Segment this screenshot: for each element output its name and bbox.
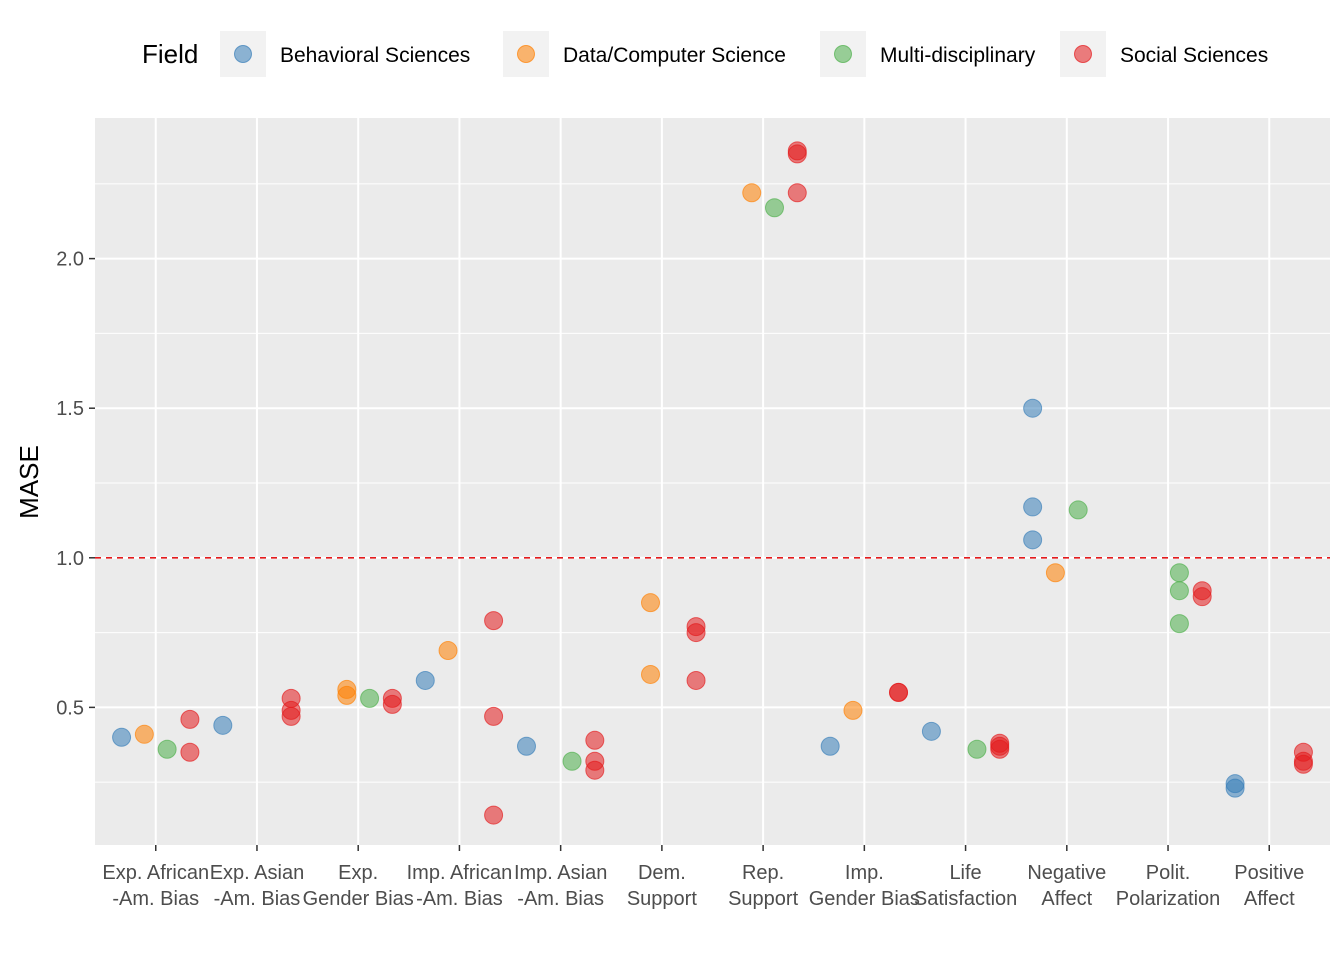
data-point (585, 760, 605, 780)
x-tick-label: Polit. (1146, 862, 1190, 884)
data-point (281, 706, 301, 726)
data-point (1023, 497, 1043, 517)
data-point (180, 709, 200, 729)
data-point (415, 670, 435, 690)
data-point (1169, 614, 1189, 634)
data-point (640, 593, 660, 613)
x-tick-label: Imp. (845, 862, 884, 884)
data-point (742, 183, 762, 203)
legend-items: Behavioral Sciences Data/Computer Science… (220, 31, 1268, 77)
legend-marker (517, 45, 535, 63)
data-point (180, 742, 200, 762)
y-tick-label: 0.5 (56, 697, 84, 719)
data-point (1293, 754, 1313, 774)
legend-title: Field (142, 39, 198, 69)
legend-label: Data/Computer Science (563, 44, 786, 67)
legend-marker (234, 45, 252, 63)
x-tick-label: Dem. (638, 862, 686, 884)
x-tick-label: Life (949, 862, 981, 884)
x-tick-label: Affect (1041, 888, 1092, 910)
data-point (843, 700, 863, 720)
data-point (1068, 500, 1088, 520)
data-point (787, 144, 807, 164)
x-tick-label: Positive (1234, 862, 1304, 884)
data-point (1192, 587, 1212, 607)
data-point (787, 183, 807, 203)
data-point (1225, 778, 1245, 798)
legend-label: Social Sciences (1120, 44, 1268, 67)
x-tick-label: Satisfaction (914, 888, 1017, 910)
x-tick-label: Support (627, 888, 697, 910)
x-tick-label: Gender Bias (809, 888, 920, 910)
data-point (889, 682, 909, 702)
y-tick-label: 2.0 (56, 249, 84, 271)
x-tick-label: Polarization (1116, 888, 1221, 910)
data-point (1023, 398, 1043, 418)
grid-major (95, 118, 1330, 845)
data-point (1023, 530, 1043, 550)
y-axis: 0.5 1.0 1.5 2.0 (56, 249, 95, 719)
x-tick-label: Exp. (338, 862, 378, 884)
data-point (562, 751, 582, 771)
data-point (484, 805, 504, 825)
data-point (484, 611, 504, 631)
data-point (213, 715, 233, 735)
x-tick-label: Exp. Asian (210, 862, 305, 884)
data-point (686, 670, 706, 690)
data-point (382, 694, 402, 714)
y-tick-label: 1.5 (56, 398, 84, 420)
x-tick-label: Negative (1027, 862, 1106, 884)
legend-marker (1074, 45, 1092, 63)
x-tick-label: -Am. Bias (112, 888, 199, 910)
data-point (112, 727, 132, 747)
legend-label: Multi-disciplinary (880, 44, 1036, 67)
data-point (765, 198, 785, 218)
data-point (686, 623, 706, 643)
plot-panel (95, 118, 1330, 845)
x-tick-label: Affect (1244, 888, 1295, 910)
x-tick-label: Imp. African (407, 862, 513, 884)
x-tick-label: -Am. Bias (517, 888, 604, 910)
data-point (1169, 563, 1189, 583)
data-points (112, 141, 1313, 825)
data-point (990, 739, 1010, 759)
data-point (438, 641, 458, 661)
x-tick-label: Imp. Asian (514, 862, 607, 884)
x-tick-label: Rep. (742, 862, 784, 884)
legend-marker (834, 45, 852, 63)
grid-minor (95, 183, 1330, 783)
x-tick-label: Gender Bias (303, 888, 414, 910)
y-tick-label: 1.0 (56, 548, 84, 570)
data-point (585, 730, 605, 750)
data-point (360, 688, 380, 708)
data-point (134, 724, 154, 744)
legend: Field Behavioral Sciences Data/Computer S… (142, 31, 1268, 77)
data-point (1045, 563, 1065, 583)
data-point (967, 739, 987, 759)
data-point (820, 736, 840, 756)
data-point (157, 739, 177, 759)
data-point (1169, 581, 1189, 601)
x-tick-label: -Am. Bias (416, 888, 503, 910)
data-point (337, 685, 357, 705)
data-point (484, 706, 504, 726)
data-point (921, 721, 941, 741)
legend-label: Behavioral Sciences (280, 44, 470, 67)
x-tick-label: -Am. Bias (214, 888, 301, 910)
x-tick-label: Exp. African (102, 862, 209, 884)
data-point (640, 664, 660, 684)
data-point (516, 736, 536, 756)
x-tick-label: Support (728, 888, 798, 910)
y-axis-title: MASE (14, 445, 44, 519)
